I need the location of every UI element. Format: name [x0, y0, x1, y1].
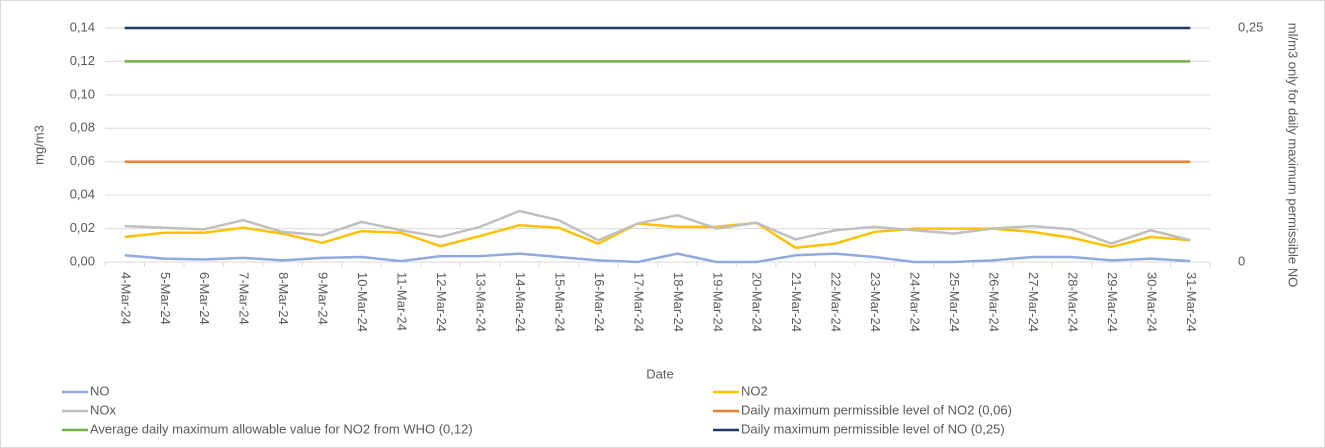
x-tick-label: 12-Mar-24 [434, 272, 449, 332]
y-tick-label: 0,12 [70, 53, 95, 68]
series-line [124, 252, 1191, 264]
legend-label: Average daily maximum allowable value fo… [90, 421, 473, 436]
x-tick-label: 11-Mar-24 [395, 272, 410, 331]
y-tick-label: 0,14 [70, 19, 95, 34]
x-tick-label: 17-Mar-24 [631, 272, 646, 332]
y2-tick-label: 0,25 [1238, 19, 1263, 34]
x-axis-label: Date [646, 366, 673, 381]
x-tick-label: 19-Mar-24 [710, 272, 725, 332]
x-tick-label: 26-Mar-24 [987, 272, 1002, 332]
x-tick-label: 30-Mar-24 [1144, 272, 1159, 332]
y-tick-label: 0,10 [70, 86, 95, 101]
x-tick-label: 20-Mar-24 [750, 272, 765, 332]
series-line [124, 221, 1191, 250]
x-tick-label: 5-Mar-24 [158, 272, 173, 325]
x-tick-label: 4-Mar-24 [118, 272, 133, 325]
x-tick-label: 18-Mar-24 [671, 272, 686, 332]
x-tick-label: 21-Mar-24 [789, 272, 804, 332]
x-tick-label: 6-Mar-24 [197, 272, 212, 325]
x-tick-label: 24-Mar-24 [908, 272, 923, 332]
x-tick-label: 27-Mar-24 [1026, 272, 1041, 332]
x-tick-label: 29-Mar-24 [1105, 272, 1120, 332]
x-tick-label: 7-Mar-24 [237, 272, 252, 325]
y-tick-label: 0,04 [70, 187, 95, 202]
x-tick-label: 14-Mar-24 [513, 272, 528, 332]
y2-axis-label: ml/m3 only for daily maximum permissible… [1286, 23, 1301, 287]
legend-label: NOx [90, 402, 117, 417]
x-tick-label: 22-Mar-24 [829, 272, 844, 332]
y-tick-label: 0,02 [70, 220, 95, 235]
x-tick-label: 28-Mar-24 [1065, 272, 1080, 332]
x-tick-label: 16-Mar-24 [592, 272, 607, 332]
y-tick-label: 0,06 [70, 153, 95, 168]
y-axis-label: mg/m3 [31, 125, 46, 165]
series-line [124, 209, 1191, 245]
x-tick-label: 9-Mar-24 [316, 272, 331, 325]
x-tick-label: 13-Mar-24 [473, 272, 488, 332]
legend-label: Daily maximum permissible level of NO (0… [741, 421, 1005, 436]
x-tick-label: 25-Mar-24 [947, 272, 962, 332]
x-tick-label: 31-Mar-24 [1184, 272, 1199, 332]
x-tick-label: 8-Mar-24 [276, 272, 291, 325]
y-tick-label: 0,00 [70, 253, 95, 268]
y-tick-label: 0,08 [70, 120, 95, 135]
legend-label: Daily maximum permissible level of NO2 (… [741, 402, 1012, 417]
legend-label: NO [90, 383, 110, 398]
x-tick-label: 10-Mar-24 [355, 272, 370, 332]
x-tick-label: 15-Mar-24 [552, 272, 567, 332]
y2-tick-label: 0 [1238, 253, 1245, 268]
x-tick-label: 23-Mar-24 [868, 272, 883, 332]
legend-label: NO2 [741, 383, 768, 398]
